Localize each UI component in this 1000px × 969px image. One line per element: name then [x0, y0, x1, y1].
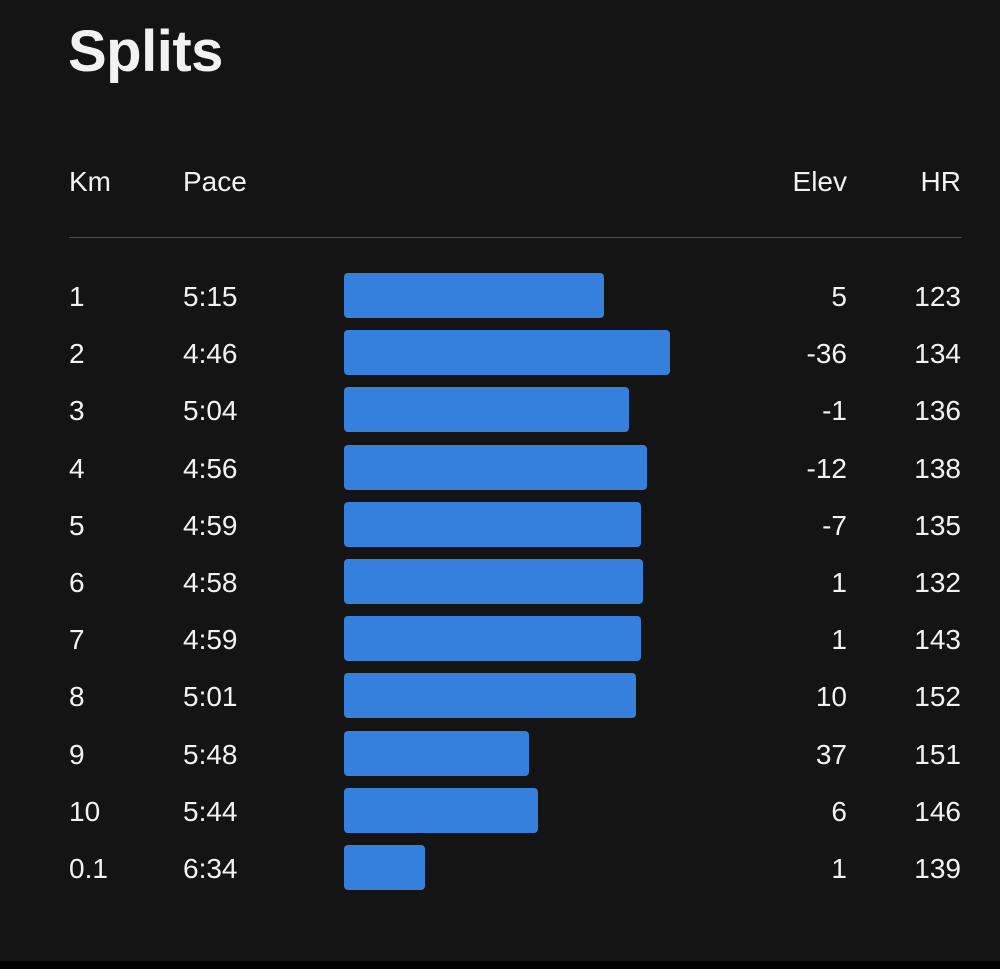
split-row: 4 4:56 -12 138 [0, 440, 1000, 497]
split-km: 1 [69, 281, 85, 312]
split-hr: 134 [914, 338, 961, 370]
pace-bar [344, 444, 647, 490]
bottom-edge [0, 961, 1000, 969]
split-km: 8 [69, 681, 85, 713]
split-row: 2 4:46 -36 134 [0, 325, 1000, 382]
split-row: 0.1 6:34 1 139 [0, 840, 1000, 897]
split-hr: 132 [914, 566, 961, 598]
split-km: 2 [69, 338, 85, 370]
split-elev: 1 [831, 624, 847, 656]
split-row: 1 5:15 5 123 [0, 268, 1000, 325]
split-pace: 5:44 [183, 795, 238, 827]
split-row: 9 5:48 37 151 [0, 726, 1000, 783]
page-title: Splits [68, 19, 223, 84]
split-elev: -36 [806, 338, 847, 370]
splits-list: 1 5:15 5 123 2 4:46 -36 134 3 5:04 -1 13… [0, 268, 1000, 897]
split-elev: -7 [822, 509, 847, 541]
column-header-pace: Pace [183, 166, 247, 197]
split-hr: 138 [914, 452, 961, 484]
split-row: 3 5:04 -1 136 [0, 382, 1000, 439]
split-km: 5 [69, 509, 85, 541]
split-hr: 143 [914, 624, 961, 656]
split-pace: 6:34 [183, 852, 238, 884]
split-km: 6 [69, 566, 85, 598]
pace-bar [344, 673, 636, 719]
column-header-elev: Elev [792, 166, 847, 197]
split-pace: 4:46 [183, 338, 238, 370]
split-elev: -1 [822, 395, 847, 427]
split-hr: 135 [914, 509, 961, 541]
split-row: 10 5:44 6 146 [0, 783, 1000, 840]
split-km: 9 [69, 738, 85, 770]
split-km: 7 [69, 624, 85, 656]
split-pace: 5:48 [183, 738, 238, 770]
split-hr: 146 [914, 795, 961, 827]
split-hr: 123 [914, 281, 961, 312]
split-km: 3 [69, 395, 85, 427]
pace-bar [344, 787, 538, 833]
split-pace: 5:01 [183, 681, 238, 713]
split-km: 4 [69, 452, 85, 484]
split-row: 6 4:58 1 132 [0, 554, 1000, 611]
split-elev: 10 [815, 681, 847, 713]
pace-bar [344, 844, 425, 890]
split-hr: 152 [914, 681, 961, 713]
split-km: 10 [69, 795, 101, 827]
pace-bar [344, 330, 670, 376]
split-elev: -12 [806, 452, 847, 484]
pace-bar [344, 273, 604, 318]
split-elev: 1 [831, 852, 847, 884]
column-header-km: Km [69, 166, 111, 197]
split-pace: 4:59 [183, 624, 238, 656]
split-row: 5 4:59 -7 135 [0, 497, 1000, 554]
split-pace: 5:15 [183, 281, 238, 312]
split-elev: 5 [831, 281, 847, 312]
split-elev: 6 [831, 795, 847, 827]
pace-bar [344, 730, 529, 776]
split-elev: 1 [831, 566, 847, 598]
split-pace: 5:04 [183, 395, 238, 427]
split-hr: 139 [914, 852, 961, 884]
split-km: 0.1 [69, 852, 108, 884]
split-pace: 4:58 [183, 566, 238, 598]
split-pace: 4:56 [183, 452, 238, 484]
pace-bar [344, 501, 641, 547]
split-row: 7 4:59 1 143 [0, 611, 1000, 668]
pace-bar [344, 387, 629, 433]
split-hr: 136 [914, 395, 961, 427]
split-row: 8 5:01 10 152 [0, 668, 1000, 725]
split-pace: 4:59 [183, 509, 238, 541]
header-divider [69, 237, 962, 238]
split-hr: 151 [914, 738, 961, 770]
pace-bar [344, 616, 641, 662]
pace-bar [344, 558, 643, 604]
split-elev: 37 [815, 738, 847, 770]
column-header-hr: HR [920, 166, 961, 197]
